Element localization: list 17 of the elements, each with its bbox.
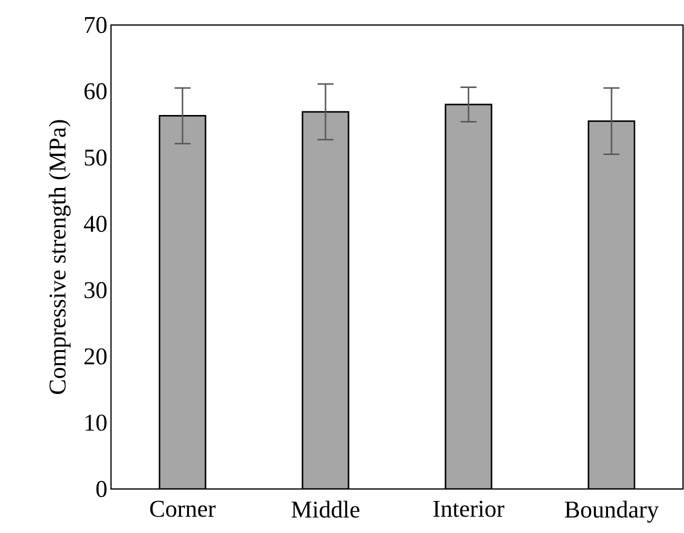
y-tick-label: 40 — [84, 216, 107, 232]
x-tick-label: Boundary — [564, 500, 659, 523]
bar — [302, 111, 350, 489]
bar — [588, 120, 636, 489]
x-tick-label: Corner — [150, 500, 216, 517]
y-tick-label: 70 — [85, 16, 107, 34]
bar — [444, 104, 492, 489]
y-tick-label: 30 — [84, 282, 107, 298]
x-tick-label: Middle — [292, 500, 360, 518]
y-tick-label: 60 — [84, 83, 107, 100]
y-axis-title: Compressive strength (MPa) — [48, 120, 71, 394]
bar — [158, 115, 206, 489]
y-tick-label: 20 — [84, 348, 107, 365]
x-tick-label: Interior — [433, 500, 504, 517]
y-tick-label: 0 — [96, 480, 107, 498]
y-tick-label: 10 — [86, 414, 107, 431]
y-tick-label: 50 — [84, 149, 107, 166]
